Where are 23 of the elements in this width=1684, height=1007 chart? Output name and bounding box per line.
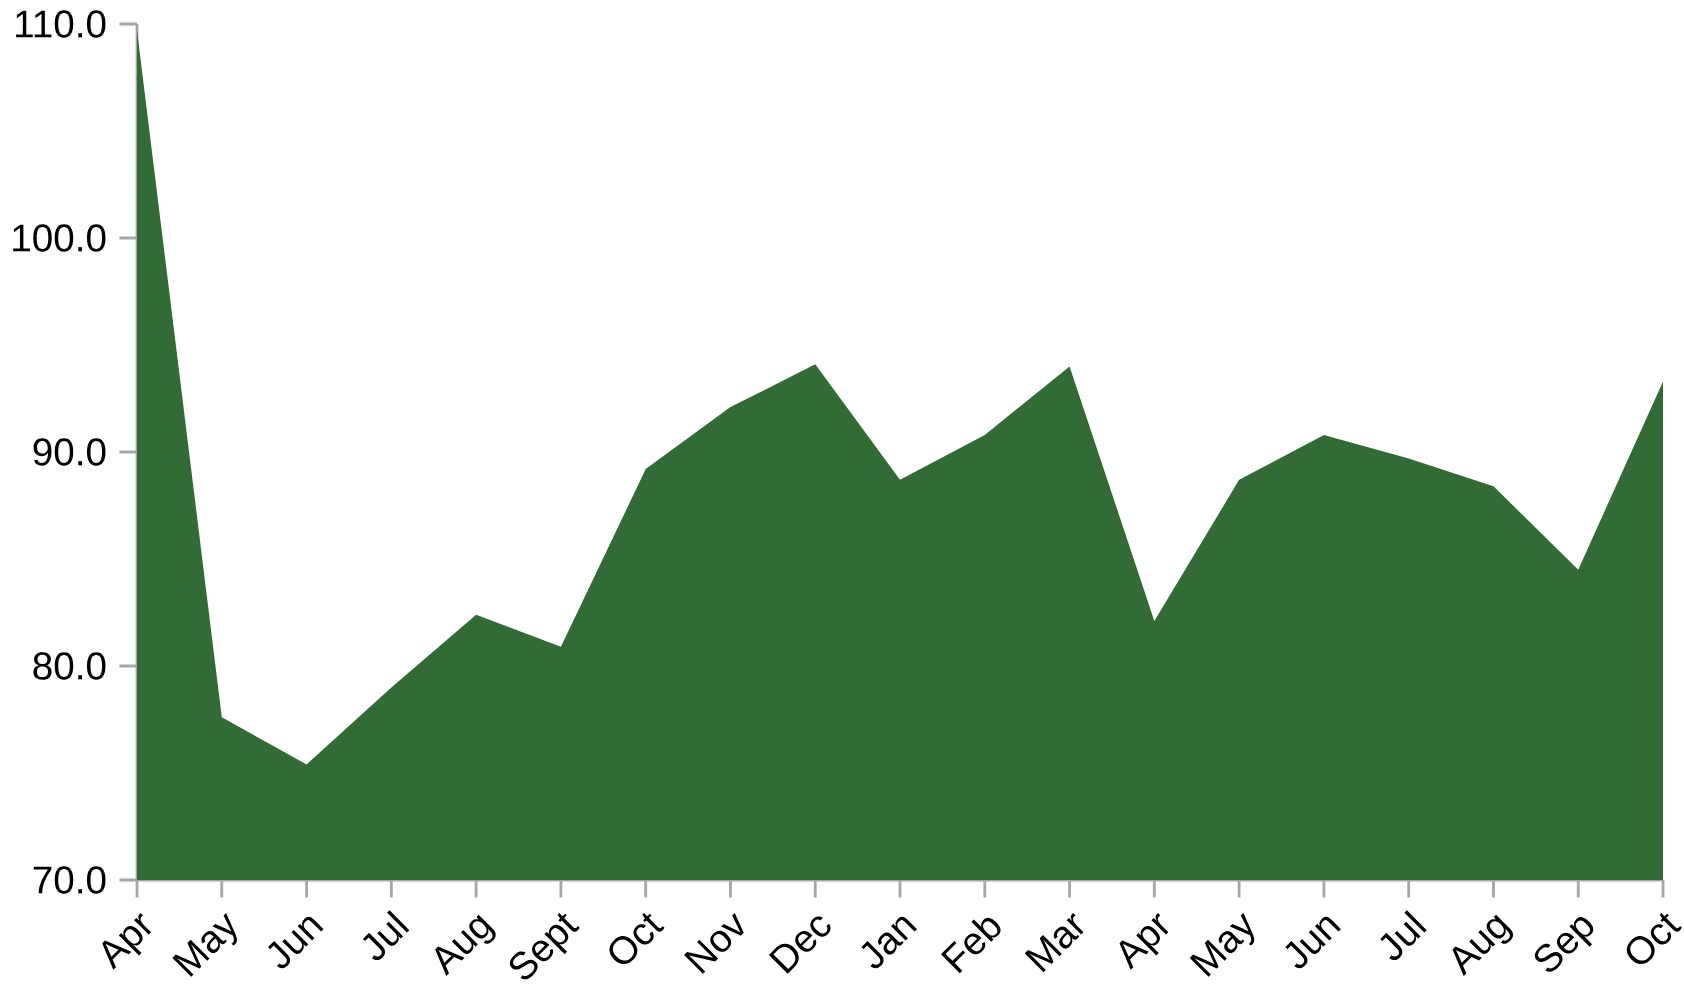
x-tick-label: May — [1189, 912, 1255, 977]
x-tick-label: Nov — [684, 912, 744, 974]
y-tick-label: 70.0 — [33, 866, 106, 894]
x-tick-label: Apr — [102, 913, 152, 970]
x-tick-label: Jul — [1380, 910, 1427, 961]
x-tick-label: Jul — [362, 910, 410, 961]
x-tick-label: Oct — [609, 913, 665, 965]
x-tick-label: Oct — [1626, 913, 1682, 965]
x-tick-label: Feb — [940, 917, 1001, 974]
y-tick-label: 110.0 — [16, 10, 106, 38]
x-tick-label: Sep — [1534, 917, 1594, 972]
x-tick-label: Jun — [268, 916, 324, 969]
x-tick-label: Dec — [768, 916, 831, 974]
y-tick-label: 80.0 — [33, 652, 106, 680]
x-tick-label: May — [172, 912, 237, 977]
y-tick-label: 100.0 — [13, 224, 106, 252]
x-tick-label: Mar — [1024, 913, 1084, 973]
x-tick-label: Aug — [435, 914, 496, 976]
x-tick-label: Aug — [1452, 914, 1514, 976]
x-tick-label: Apr — [1119, 913, 1169, 970]
x-tick-label: Jun — [1285, 916, 1341, 969]
x-tick-label: Jan — [861, 916, 918, 969]
y-tick-label: 90.0 — [33, 438, 106, 466]
